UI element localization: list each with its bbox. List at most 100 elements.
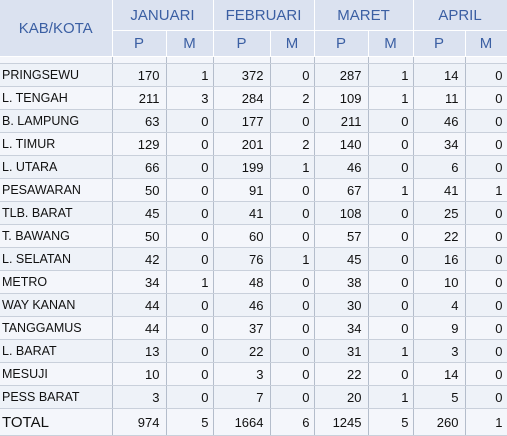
table-row: B. LAMPUNG 63 0 177 0 211 0 46 0 <box>0 109 507 133</box>
table-row: L. TENGAH 211 3 284 2 109 1 11 0 <box>0 86 507 110</box>
table-row: PESS BARAT 3 0 7 0 20 1 5 0 <box>0 385 507 409</box>
cell-jan-p: 50 <box>112 224 167 248</box>
cell-mar-p: 34 <box>314 316 369 340</box>
cell-apr-m: 0 <box>465 86 507 110</box>
cell-mar-m: 0 <box>368 224 414 248</box>
cell-feb-p: 177 <box>213 109 271 133</box>
row-kab-kota: METRO <box>0 270 113 294</box>
total-apr-p: 260 <box>413 408 466 436</box>
cell-apr-m: 0 <box>465 155 507 179</box>
table-row: TANGGAMUS 44 0 37 0 34 0 9 0 <box>0 316 507 340</box>
cell-apr-m: 0 <box>465 201 507 225</box>
cell-mar-m: 0 <box>368 316 414 340</box>
cell-apr-m: 0 <box>465 293 507 317</box>
cell-feb-p: 60 <box>213 224 271 248</box>
cell-feb-m: 0 <box>270 178 315 202</box>
total-feb-m: 6 <box>270 408 315 436</box>
cell-jan-p: 50 <box>112 178 167 202</box>
row-kab-kota: TANGGAMUS <box>0 316 113 340</box>
cell-feb-m: 0 <box>270 109 315 133</box>
table-row: L. TIMUR 129 0 201 2 140 0 34 0 <box>0 132 507 156</box>
cell-mar-p: 67 <box>314 178 369 202</box>
cell-mar-p: 108 <box>314 201 369 225</box>
table-row: MESUJI 10 0 3 0 22 0 14 0 <box>0 362 507 386</box>
cell-mar-p: 46 <box>314 155 369 179</box>
cell-apr-p: 46 <box>413 109 466 133</box>
row-kab-kota: L. BARAT <box>0 339 113 363</box>
cell-jan-p: 10 <box>112 362 167 386</box>
cell-apr-p: 10 <box>413 270 466 294</box>
cell-mar-m: 1 <box>368 178 414 202</box>
table-row: METRO 34 1 48 0 38 0 10 0 <box>0 270 507 294</box>
header-sub-p: P <box>213 30 271 57</box>
cell-jan-m: 0 <box>166 201 214 225</box>
header-sub-m: M <box>368 30 414 57</box>
cell-apr-p: 4 <box>413 293 466 317</box>
total-mar-m: 5 <box>368 408 414 436</box>
cell-apr-m: 0 <box>465 339 507 363</box>
cell-apr-p: 14 <box>413 362 466 386</box>
cell-apr-p: 3 <box>413 339 466 363</box>
cell-feb-p: 22 <box>213 339 271 363</box>
cell-jan-p: 3 <box>112 385 167 409</box>
cell-feb-p: 91 <box>213 178 271 202</box>
row-kab-kota: TLB. BARAT <box>0 201 113 225</box>
cell-feb-m: 0 <box>270 362 315 386</box>
cell-apr-p: 9 <box>413 316 466 340</box>
cell-mar-p: 287 <box>314 63 369 87</box>
cell-apr-m: 0 <box>465 132 507 156</box>
cell-jan-m: 0 <box>166 109 214 133</box>
cell-apr-m: 1 <box>465 178 507 202</box>
cell-feb-p: 76 <box>213 247 271 271</box>
cell-mar-m: 0 <box>368 109 414 133</box>
total-jan-p: 974 <box>112 408 167 436</box>
header-sub-m: M <box>465 30 507 57</box>
row-kab-kota: L. TIMUR <box>0 132 113 156</box>
cell-feb-m: 0 <box>270 201 315 225</box>
cell-apr-p: 16 <box>413 247 466 271</box>
header-month-januari: JANUARI <box>112 0 214 31</box>
cell-mar-m: 1 <box>368 86 414 110</box>
cell-mar-m: 1 <box>368 385 414 409</box>
row-kab-kota: T. BAWANG <box>0 224 113 248</box>
cell-jan-p: 211 <box>112 86 167 110</box>
total-row: TOTAL 974 5 1664 6 1245 5 260 1 <box>0 408 507 436</box>
cell-feb-p: 3 <box>213 362 271 386</box>
header-month-april: APRIL <box>413 0 507 31</box>
cell-apr-p: 25 <box>413 201 466 225</box>
cell-mar-m: 0 <box>368 155 414 179</box>
cell-jan-m: 0 <box>166 362 214 386</box>
header-month-februari: FEBRUARI <box>213 0 315 31</box>
row-kab-kota: L. UTARA <box>0 155 113 179</box>
cell-apr-p: 5 <box>413 385 466 409</box>
cell-jan-p: 129 <box>112 132 167 156</box>
cell-jan-p: 44 <box>112 293 167 317</box>
row-kab-kota: MESUJI <box>0 362 113 386</box>
cell-jan-m: 3 <box>166 86 214 110</box>
row-kab-kota: L. TENGAH <box>0 86 113 110</box>
cell-mar-m: 1 <box>368 339 414 363</box>
cell-feb-m: 0 <box>270 270 315 294</box>
table-row: PESAWARAN 50 0 91 0 67 1 41 1 <box>0 178 507 202</box>
row-kab-kota: B. LAMPUNG <box>0 109 113 133</box>
cell-mar-p: 57 <box>314 224 369 248</box>
cell-mar-p: 20 <box>314 385 369 409</box>
cell-apr-m: 0 <box>465 362 507 386</box>
cell-jan-p: 45 <box>112 201 167 225</box>
cell-feb-m: 0 <box>270 63 315 87</box>
cell-mar-m: 0 <box>368 201 414 225</box>
cell-mar-m: 0 <box>368 132 414 156</box>
cell-feb-p: 46 <box>213 293 271 317</box>
cell-feb-p: 37 <box>213 316 271 340</box>
cell-feb-m: 0 <box>270 224 315 248</box>
table-footer: TOTAL 974 5 1664 6 1245 5 260 1 <box>0 408 507 436</box>
cell-feb-m: 0 <box>270 385 315 409</box>
cell-feb-m: 2 <box>270 86 315 110</box>
cell-apr-m: 0 <box>465 247 507 271</box>
cell-apr-m: 0 <box>465 109 507 133</box>
row-kab-kota: WAY KANAN <box>0 293 113 317</box>
cell-mar-m: 0 <box>368 362 414 386</box>
cell-apr-m: 0 <box>465 316 507 340</box>
cell-jan-p: 34 <box>112 270 167 294</box>
